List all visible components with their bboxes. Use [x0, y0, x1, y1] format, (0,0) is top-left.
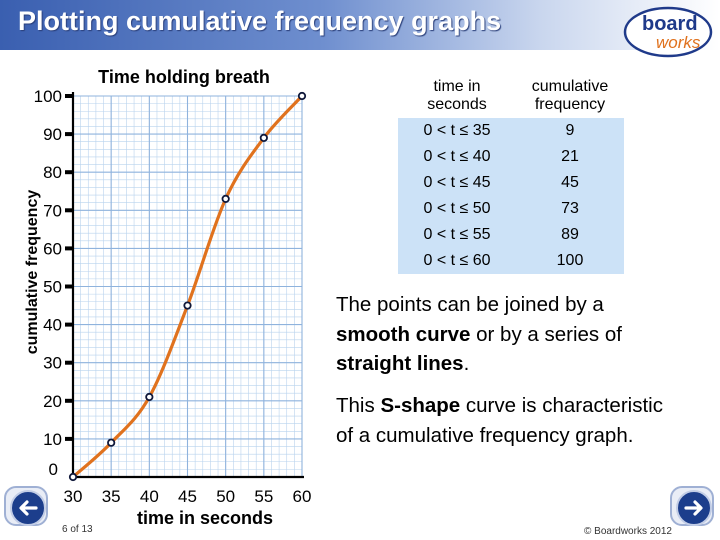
y-tick-label: 70 — [43, 201, 62, 220]
y-tick-label: 100 — [34, 87, 62, 106]
x-tick-label: 35 — [102, 487, 121, 506]
header-cumulative-frequency: cumulative frequency — [531, 78, 609, 113]
interval-cell: 0 < t ≤ 45 — [398, 170, 516, 196]
note1-text-c: or by a series of — [470, 322, 622, 346]
chart-title: Time holding breath — [98, 67, 270, 87]
y-tick-label: 40 — [43, 316, 62, 335]
note2-text-a: This — [336, 394, 381, 417]
cumulative-frequency-cell: 89 — [516, 222, 624, 248]
x-tick-labels: 30 35 40 45 50 55 60 — [64, 487, 312, 506]
note2-text-c: curve is characteristic of a cumulative … — [336, 394, 663, 447]
note-s-shape: This S-shape curve is characteristic of … — [336, 391, 666, 450]
header-time-in-seconds: time in seconds — [427, 78, 487, 113]
y-tick-label: 60 — [43, 239, 62, 258]
x-tick-label: 45 — [178, 487, 197, 506]
table-row: 0 < t ≤ 55 89 — [398, 222, 624, 248]
data-point — [183, 301, 192, 310]
copyright-notice: © Boardworks 2012 — [584, 526, 672, 537]
logo-text-works: works — [656, 33, 701, 52]
x-tick-label: 50 — [216, 487, 235, 506]
y-tick-label: 0 — [49, 460, 58, 479]
cumulative-frequency-cell: 21 — [516, 144, 624, 170]
boardworks-logo: board works — [623, 6, 713, 58]
arrow-right-icon — [684, 500, 703, 516]
interval-cell: 0 < t ≤ 35 — [398, 118, 516, 144]
table-row: 0 < t ≤ 40 21 — [398, 144, 624, 170]
cumulative-frequency-cell: 73 — [516, 196, 624, 222]
note-joining-points: The points can be joined by a smooth cur… — [336, 290, 666, 379]
interval-cell: 0 < t ≤ 40 — [398, 144, 516, 170]
next-circle — [676, 490, 712, 526]
interval-cell: 0 < t ≤ 50 — [398, 196, 516, 222]
y-tick-label: 10 — [43, 430, 62, 449]
interval-cell: 0 < t ≤ 55 — [398, 222, 516, 248]
data-point — [297, 91, 307, 101]
slide-title: Plotting cumulative frequency graphs — [18, 6, 502, 36]
y-tick-label: 20 — [43, 392, 62, 411]
cumulative-frequency-cell: 9 — [516, 118, 624, 144]
logo-text-board: board — [642, 13, 698, 35]
note2-bold-s-shape: S-shape — [380, 394, 461, 417]
page-number: 6 of 13 — [62, 524, 93, 535]
data-point — [145, 392, 154, 402]
x-tick-label: 55 — [254, 487, 273, 506]
note1-bold-straight-lines: straight lines — [336, 352, 464, 375]
data-point — [107, 438, 116, 447]
data-point — [68, 472, 78, 482]
next-slide-button[interactable] — [670, 486, 714, 526]
data-point — [259, 133, 268, 143]
table-row: 0 < t ≤ 50 73 — [398, 196, 624, 222]
x-tick-label: 60 — [293, 487, 312, 506]
frequency-table: time in seconds cumulative frequency 0 <… — [398, 78, 624, 274]
y-tick-label: 50 — [43, 278, 62, 297]
previous-slide-button[interactable] — [4, 486, 48, 526]
x-axis-label: time in seconds — [137, 508, 273, 528]
data-points — [68, 91, 307, 482]
y-tick-label: 80 — [43, 163, 62, 182]
cumulative-frequency-cell: 100 — [516, 248, 624, 274]
y-tick-labels: 0 10 20 30 40 50 60 70 80 90 100 — [34, 87, 73, 479]
x-tick-label: 30 — [64, 487, 83, 506]
note1-text-e: . — [463, 352, 470, 375]
frequency-table-wrapper: time in seconds cumulative frequency 0 <… — [398, 78, 624, 274]
table-row: 0 < t ≤ 45 45 — [398, 170, 624, 196]
table-row: 0 < t ≤ 35 9 — [398, 118, 624, 144]
previous-circle — [10, 490, 46, 526]
interval-cell: 0 < t ≤ 60 — [398, 248, 516, 274]
table-header-row: time in seconds cumulative frequency — [398, 78, 624, 118]
y-axis-label: cumulative frequency — [24, 190, 41, 355]
table-row: 0 < t ≤ 60 100 — [398, 248, 624, 274]
note1-text-a: The points can be joined by a — [336, 293, 604, 316]
note1-bold-smooth-curve: smooth curve — [336, 322, 471, 346]
title-bar — [0, 0, 720, 50]
y-tick-label: 30 — [43, 354, 62, 373]
y-tick-label: 90 — [43, 125, 62, 144]
data-point — [221, 194, 230, 203]
cumulative-frequency-cell: 45 — [516, 170, 624, 196]
x-tick-label: 40 — [140, 487, 159, 506]
arrow-left-icon — [19, 500, 38, 516]
